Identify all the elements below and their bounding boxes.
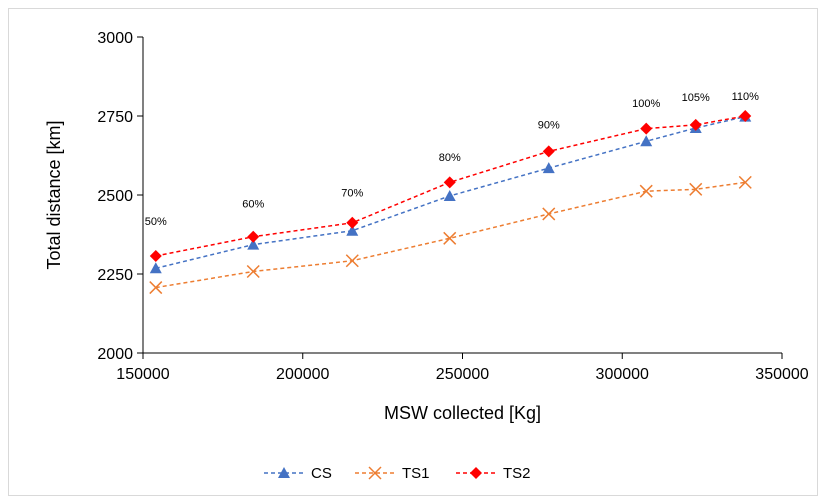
legend-item-ts1: TS1 xyxy=(355,465,430,482)
y-tick-label: 2500 xyxy=(97,188,133,205)
x-tick-label: 250000 xyxy=(436,366,489,383)
percent-annotation: 50% xyxy=(145,216,167,228)
percent-annotation: 100% xyxy=(632,98,660,110)
data-point-ts2 xyxy=(346,216,359,229)
legend-label-ts1: TS1 xyxy=(402,465,430,482)
data-point-cs xyxy=(247,238,260,250)
percent-annotation: 90% xyxy=(538,120,560,132)
ticks: 2000 2250 2500 2750 3000 150000 200000 250000 30… xyxy=(97,30,808,383)
data-point-ts1 xyxy=(246,264,260,279)
x-axis-title: MSW collected [Kg] xyxy=(384,403,541,423)
annotations: 50% 60% 70% 80% 90% 100% 105% 110% xyxy=(145,91,759,228)
series-layer xyxy=(149,110,752,295)
series-ts1 xyxy=(149,175,752,295)
data-point-ts2 xyxy=(640,122,653,135)
x-tick-label: 200000 xyxy=(276,366,329,383)
legend-item-ts2: TS2 xyxy=(456,465,531,482)
series-line-ts1 xyxy=(155,181,746,289)
x-tick-label: 350000 xyxy=(755,366,808,383)
series-ts2 xyxy=(149,110,752,262)
data-point-cs xyxy=(149,262,162,274)
percent-annotation: 60% xyxy=(242,199,264,211)
data-point-ts1 xyxy=(149,281,163,295)
data-point-ts2 xyxy=(689,118,702,131)
y-tick-label: 2000 xyxy=(97,346,133,363)
data-point-ts2 xyxy=(542,145,555,158)
legend-item-cs: CS xyxy=(264,465,332,482)
data-point-ts1 xyxy=(738,175,752,189)
legend-marker-cs xyxy=(278,467,290,478)
data-point-cs xyxy=(346,224,359,236)
data-point-ts1 xyxy=(639,184,653,198)
x-tick-label: 150000 xyxy=(116,366,169,383)
legend-marker-ts1 xyxy=(368,466,382,480)
legend-label-cs: CS xyxy=(311,465,332,482)
legend: CS TS1 TS2 xyxy=(264,465,531,482)
y-tick-label: 3000 xyxy=(97,30,133,47)
data-point-ts2 xyxy=(149,249,162,262)
percent-annotation: 80% xyxy=(439,152,461,164)
percent-annotation: 110% xyxy=(732,91,760,103)
data-point-ts2 xyxy=(739,110,752,122)
series-cs xyxy=(149,110,752,274)
data-point-cs xyxy=(640,135,653,147)
percent-annotation: 70% xyxy=(341,188,363,200)
y-axis-title: Total distance [km] xyxy=(44,120,64,269)
data-point-cs xyxy=(443,189,456,201)
data-point-ts1 xyxy=(443,231,457,245)
x-tick-label: 300000 xyxy=(596,366,649,383)
y-tick-label: 2750 xyxy=(97,109,133,126)
y-tick-label: 2250 xyxy=(97,267,133,284)
data-point-ts1 xyxy=(345,254,359,268)
percent-annotation: 105% xyxy=(682,92,710,104)
legend-marker-ts2 xyxy=(470,467,482,479)
axes xyxy=(142,37,782,354)
data-point-ts2 xyxy=(247,230,260,243)
legend-label-ts2: TS2 xyxy=(503,465,531,482)
data-point-ts2 xyxy=(443,176,456,189)
data-point-ts1 xyxy=(542,207,556,221)
data-point-cs xyxy=(542,162,555,174)
data-point-ts1 xyxy=(689,182,703,196)
